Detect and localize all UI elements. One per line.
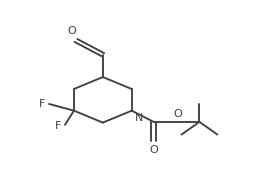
Text: O: O bbox=[173, 109, 182, 119]
Text: F: F bbox=[55, 121, 62, 131]
Text: O: O bbox=[68, 26, 76, 36]
Text: F: F bbox=[39, 99, 46, 109]
Text: N: N bbox=[135, 113, 143, 123]
Text: O: O bbox=[149, 145, 158, 155]
